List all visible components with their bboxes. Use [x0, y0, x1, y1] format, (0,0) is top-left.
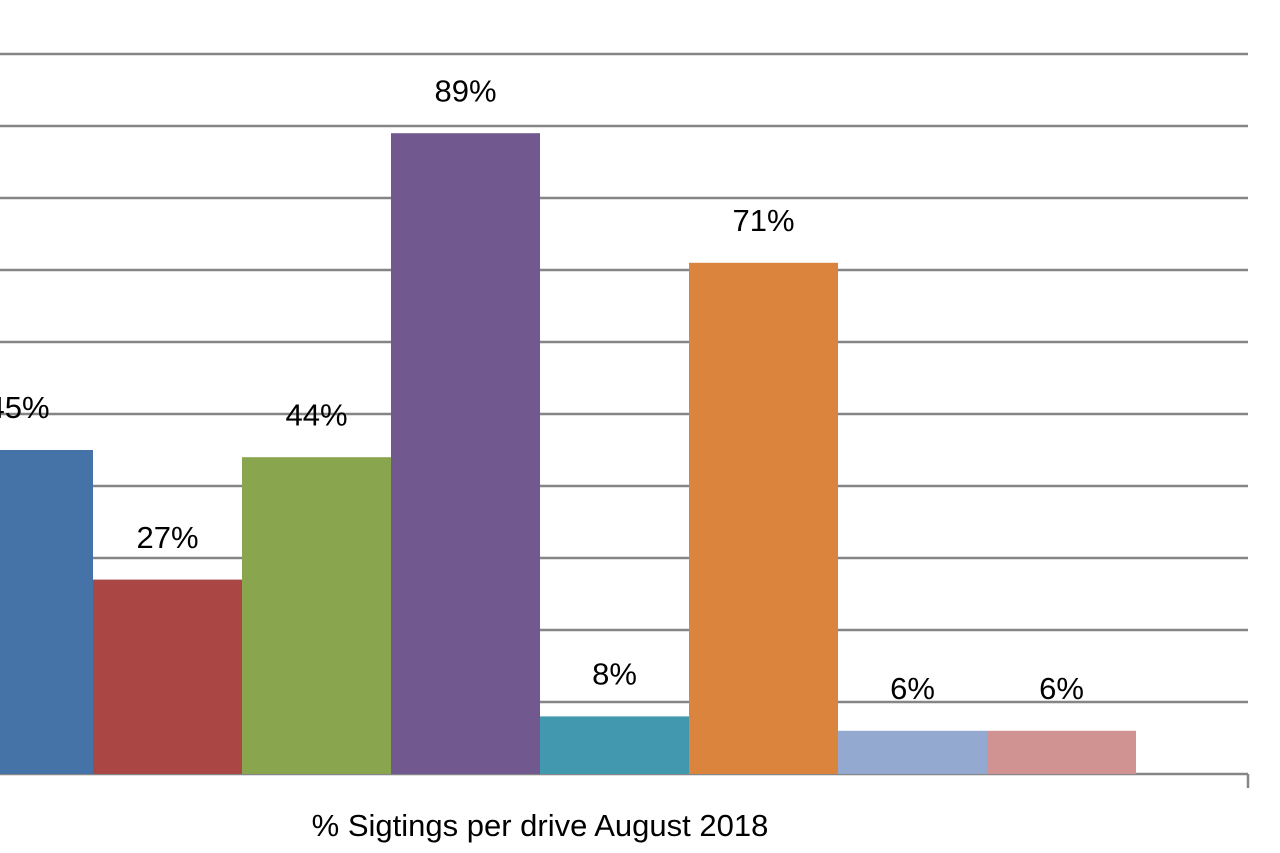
data-label: 27%: [136, 520, 198, 555]
data-label: 6%: [1039, 671, 1084, 706]
bar: [391, 133, 540, 774]
data-label: 44%: [285, 397, 347, 432]
x-axis-title: % Sigtings per drive August 2018: [312, 808, 769, 843]
bar: [689, 262, 838, 774]
bar: [0, 450, 93, 774]
bar: [838, 730, 987, 774]
bar: [987, 730, 1136, 774]
bar: [242, 457, 391, 774]
data-label: 71%: [732, 203, 794, 238]
bar: [93, 579, 242, 774]
data-label: 89%: [434, 73, 496, 108]
bar: [540, 716, 689, 774]
data-label: 8%: [592, 657, 637, 692]
data-label: 45%: [0, 390, 50, 425]
data-label: 6%: [890, 671, 935, 706]
